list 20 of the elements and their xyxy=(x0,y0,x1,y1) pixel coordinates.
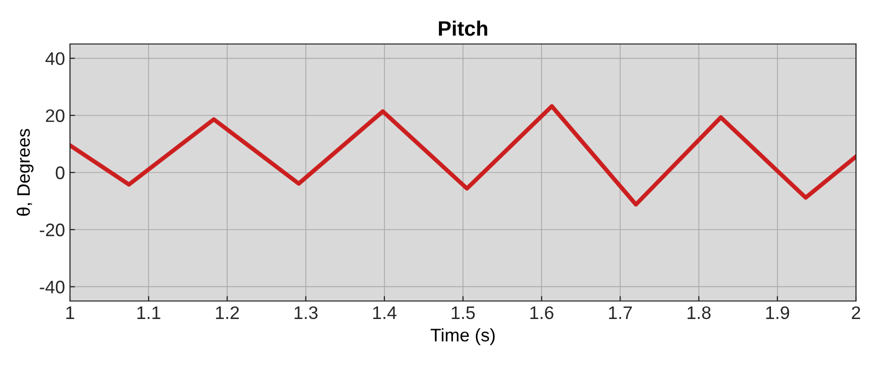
x-tick-label: 1 xyxy=(66,306,74,319)
y-axis-title: θ, Degrees xyxy=(16,128,34,216)
x-tick-label: 1.6 xyxy=(530,306,554,320)
y-tick-label: -40 xyxy=(40,280,64,294)
line-series xyxy=(70,104,856,207)
x-tick-label: 1.9 xyxy=(766,306,790,320)
x-tick-label: 1.5 xyxy=(452,306,475,320)
x-tick-label: 1.4 xyxy=(373,306,396,319)
y-tick-label: -20 xyxy=(40,224,64,236)
x-axis-title: Time (s) xyxy=(430,328,495,346)
x-tick-label: 1.2 xyxy=(216,306,239,319)
x-tick-label: 1.1 xyxy=(137,306,160,319)
y-tick-label: 20 xyxy=(46,109,64,122)
y-tick-label: 40 xyxy=(45,52,64,65)
x-tick-label: 1.3 xyxy=(294,306,318,320)
x-tick-label: 1.8 xyxy=(688,306,711,320)
x-tick-label: 1.7 xyxy=(609,306,632,319)
x-tick-label: 2 xyxy=(852,306,860,319)
y-tick-label: 0 xyxy=(56,166,64,180)
chart-title: Pitch xyxy=(438,20,488,36)
